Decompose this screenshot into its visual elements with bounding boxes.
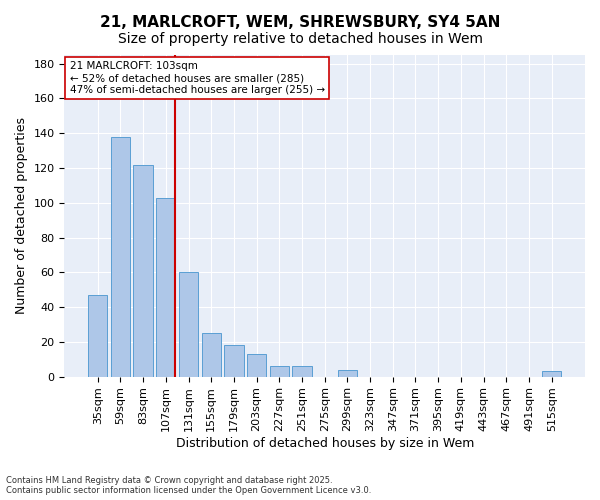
Bar bbox=[88, 295, 107, 376]
Bar bbox=[542, 372, 562, 376]
Bar bbox=[133, 164, 153, 376]
Bar bbox=[179, 272, 198, 376]
Text: Size of property relative to detached houses in Wem: Size of property relative to detached ho… bbox=[118, 32, 482, 46]
Text: Contains HM Land Registry data © Crown copyright and database right 2025.
Contai: Contains HM Land Registry data © Crown c… bbox=[6, 476, 371, 495]
Bar bbox=[202, 333, 221, 376]
Bar bbox=[224, 346, 244, 376]
Y-axis label: Number of detached properties: Number of detached properties bbox=[15, 118, 28, 314]
X-axis label: Distribution of detached houses by size in Wem: Distribution of detached houses by size … bbox=[176, 437, 474, 450]
Bar bbox=[292, 366, 311, 376]
Bar bbox=[111, 136, 130, 376]
Bar bbox=[338, 370, 357, 376]
Text: 21, MARLCROFT, WEM, SHREWSBURY, SY4 5AN: 21, MARLCROFT, WEM, SHREWSBURY, SY4 5AN bbox=[100, 15, 500, 30]
Text: 21 MARLCROFT: 103sqm
← 52% of detached houses are smaller (285)
47% of semi-deta: 21 MARLCROFT: 103sqm ← 52% of detached h… bbox=[70, 62, 325, 94]
Bar bbox=[269, 366, 289, 376]
Bar bbox=[156, 198, 175, 376]
Bar bbox=[247, 354, 266, 376]
